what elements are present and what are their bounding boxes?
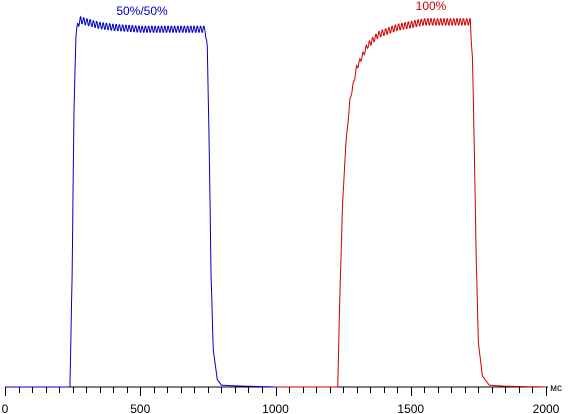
x-axis-unit: мс (550, 383, 562, 394)
series-label-100: 100% (416, 0, 447, 13)
series-group (5, 15, 546, 388)
series-line-1 (275, 18, 546, 388)
x-tick-label: 1000 (262, 402, 289, 414)
series-label-50-50: 50%/50% (116, 4, 168, 18)
series-line-0 (5, 15, 276, 388)
x-tick-label: 500 (130, 402, 150, 414)
x-axis: 0 500 1000 1500 2000 (2, 386, 560, 414)
x-tick-label: 1500 (397, 402, 424, 414)
x-tick-label: 0 (2, 402, 9, 414)
x-tick-label: 2000 (533, 402, 560, 414)
